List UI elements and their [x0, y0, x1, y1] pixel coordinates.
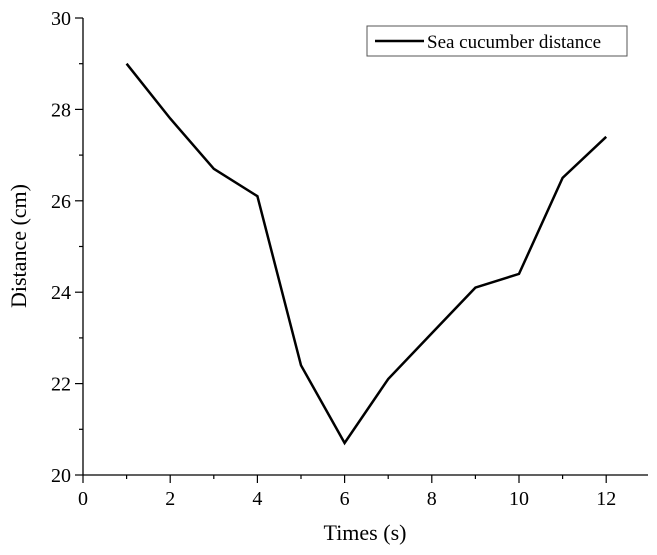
x-tick-label: 10 [509, 488, 529, 510]
x-tick-label: 6 [340, 488, 350, 510]
legend-label: Sea cucumber distance [427, 32, 601, 53]
x-tick-label: 12 [596, 488, 616, 510]
legend: Sea cucumber distance [366, 25, 628, 57]
y-tick-label: 30 [51, 8, 71, 30]
series-line-0 [125, 62, 608, 446]
y-axis-ticks: 20 22 24 26 28 30 [51, 8, 83, 487]
x-tick-label: 2 [165, 488, 175, 510]
y-tick-label: 20 [51, 465, 71, 487]
y-tick-label: 24 [51, 282, 71, 304]
x-tick-label: 8 [427, 488, 437, 510]
x-tick-label: 4 [252, 488, 262, 510]
plot-area [82, 18, 648, 476]
x-axis-ticks: 0 2 4 6 8 10 12 [78, 475, 616, 510]
x-tick-label: 0 [78, 488, 88, 510]
y-axis-title: Distance (cm) [6, 184, 31, 308]
y-tick-label: 28 [51, 99, 71, 121]
x-axis-title: Times (s) [324, 520, 407, 545]
y-tick-label: 26 [51, 191, 71, 213]
series-layer [125, 62, 608, 446]
y-tick-label: 22 [51, 374, 71, 396]
